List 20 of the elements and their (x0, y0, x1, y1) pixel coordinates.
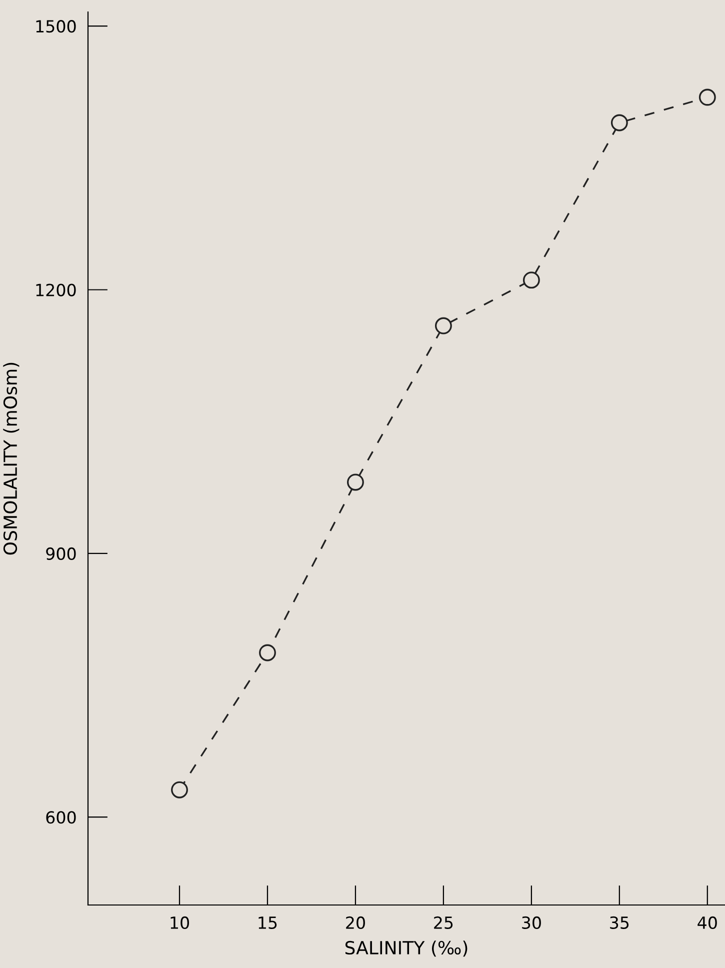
x-tick-label: 20 (346, 916, 365, 930)
point (259, 644, 276, 662)
point (434, 317, 452, 334)
x-tick-label: 30 (522, 916, 541, 930)
y-tick-label: 1500 (36, 20, 76, 33)
y-tick-label: 1200 (36, 284, 76, 296)
point (522, 272, 540, 289)
x-tick-label: 35 (610, 916, 629, 930)
x-tick-label: 25 (434, 916, 453, 930)
point (698, 88, 716, 106)
point (346, 474, 364, 491)
x-tick-label: 15 (258, 916, 277, 930)
point (171, 781, 188, 798)
y-tick-label: 600 (46, 811, 76, 824)
point (610, 114, 628, 132)
y-axis-title: OSMOLALITY (mOsm) (3, 362, 20, 555)
x-axis-title: SALINITY (‰) (345, 940, 468, 957)
x-tick-label: 10 (170, 916, 189, 930)
y-tick-label: 900 (46, 547, 76, 560)
x-tick-label: 40 (698, 916, 717, 930)
